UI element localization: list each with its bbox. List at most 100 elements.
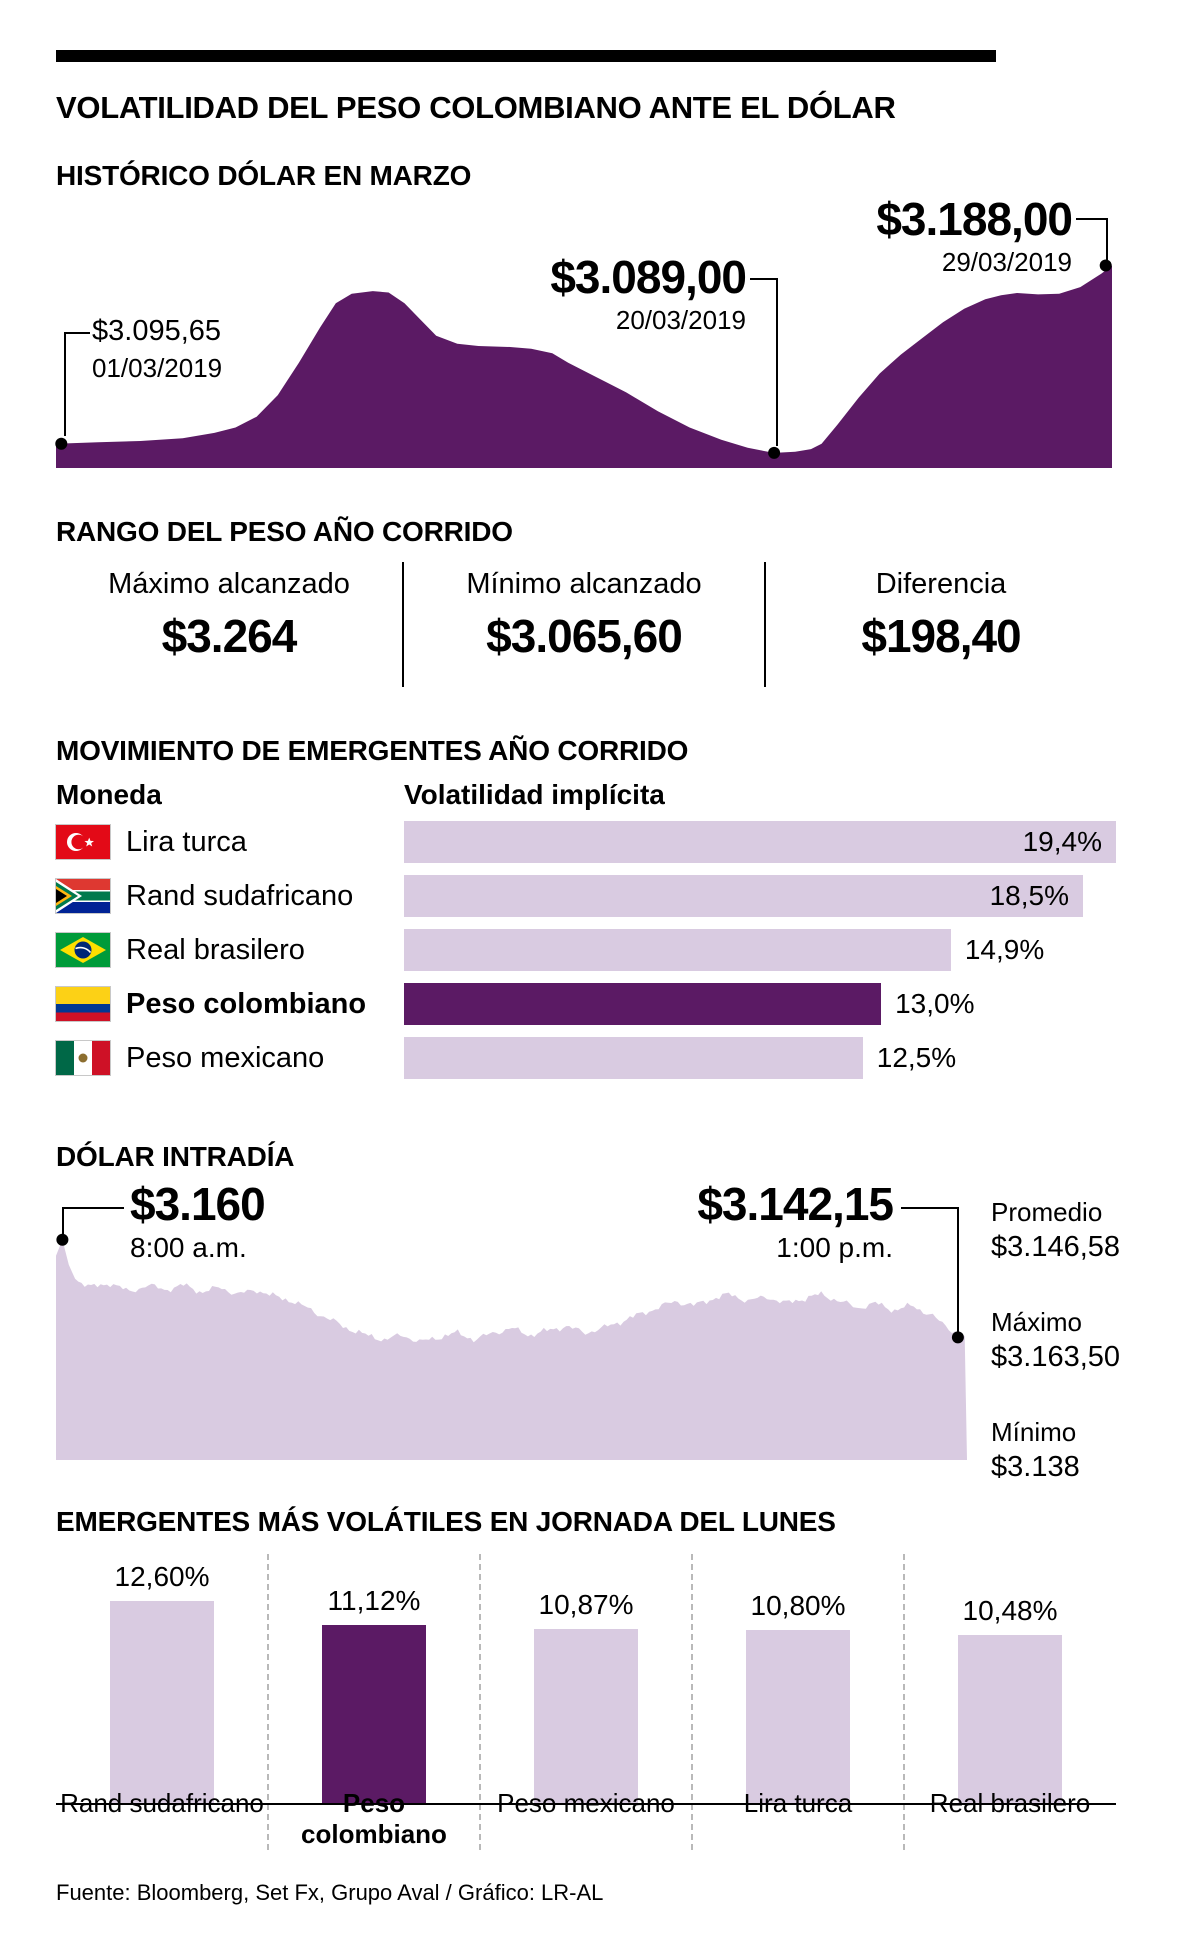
axis-baseline	[56, 1803, 1116, 1805]
bar-value-label: 10,87%	[538, 1589, 634, 1620]
annotation-time: 8:00 a.m.	[130, 1232, 247, 1263]
rango-label: Diferencia	[875, 568, 1007, 600]
data-point-dot	[768, 446, 781, 459]
historico-area-chart: $3.095,65 01/03/2019 $3.089,00 20/03/201…	[55, 193, 1116, 468]
movimiento-bar-chart: Lira turca 19,4%	[55, 815, 1130, 1085]
connector-line	[1076, 218, 1108, 220]
divider-line	[402, 562, 404, 687]
volatility-bar	[404, 875, 1083, 917]
bar-row-lira-turca: Lira turca 19,4%	[55, 815, 1130, 869]
connector-line	[1106, 218, 1108, 260]
data-point-dot	[56, 1233, 69, 1246]
dashed-separator	[903, 1554, 905, 1850]
jornada-heading: EMERGENTES MÁS VOLÁTILES EN JORNADA DEL …	[56, 1506, 836, 1537]
annotation-value: $3.089,00	[550, 251, 747, 303]
stat-promedio: Promedio $3.146,58	[991, 1197, 1120, 1265]
connector-line	[62, 1207, 124, 1209]
divider-line	[764, 562, 766, 687]
stat-maximo: Máximo $3.163,50	[991, 1307, 1120, 1375]
bar-row-peso-mexicano: Peso mexicano 12,5%	[55, 1031, 1130, 1085]
col-header-moneda: Moneda	[56, 779, 162, 810]
stat-label: Máximo	[991, 1306, 1083, 1337]
bar-value-label: 18,5%	[989, 880, 1069, 911]
currency-label: Real brasilero	[126, 933, 305, 966]
connector-line	[62, 1207, 64, 1237]
row-label-group: Peso colombiano	[55, 986, 404, 1022]
flag-brazil-icon	[55, 932, 111, 968]
volatility-bar	[404, 821, 1116, 863]
rango-maximo: Máximo alcanzado $3.264	[56, 562, 402, 687]
annotation-date: 20/03/2019	[615, 305, 746, 335]
volatility-bar	[404, 983, 882, 1025]
flag-colombia-icon	[55, 986, 111, 1022]
currency-label: Peso colombiano	[126, 987, 367, 1020]
annotation-last-intradia: $3.142,15 1:00 p.m.	[697, 1181, 894, 1264]
bar-track: 12,5%	[404, 1037, 1116, 1079]
row-label-group: Real brasilero	[55, 932, 404, 968]
page-title: VOLATILIDAD DEL PESO COLOMBIANO ANTE EL …	[56, 90, 896, 125]
stat-label: Promedio	[991, 1197, 1103, 1227]
bar-value-label: 14,9%	[964, 934, 1045, 965]
connector-line	[64, 332, 66, 436]
connector-line	[776, 278, 778, 446]
bar-track: 18,5%	[404, 875, 1116, 917]
annotation-date: 29/03/2019	[941, 247, 1072, 277]
volatility-bar	[404, 1037, 863, 1079]
stat-value: $3.163,50	[991, 1341, 1121, 1374]
category-label: Rand sudafricano	[60, 1788, 264, 1818]
annotation-time: 1:00 p.m.	[776, 1232, 893, 1263]
category-label: Peso colombiano	[301, 1788, 447, 1849]
connector-line	[901, 1207, 959, 1209]
connector-line	[750, 278, 778, 280]
flag-south-africa-icon	[55, 878, 111, 914]
bar-row-rand-sudafricano: Rand sudafricano 18,5%	[55, 869, 1130, 923]
row-label-group: Lira turca	[55, 824, 404, 860]
intradia-area-svg	[56, 1233, 967, 1460]
stat-label: Mínimo	[991, 1416, 1077, 1447]
intradia-area-chart: $3.160 8:00 a.m. $3.142,15 1:00 p.m. Pro…	[56, 1178, 1176, 1483]
flag-turkey-icon	[55, 824, 111, 860]
category-label: Peso mexicano	[497, 1788, 675, 1818]
flag-mexico-icon	[55, 1040, 111, 1076]
dashed-separator	[267, 1554, 269, 1850]
bar-value-label: 12,60%	[114, 1561, 210, 1592]
dashed-separator	[479, 1554, 481, 1850]
currency-label: Peso mexicano	[126, 1041, 325, 1074]
intradia-heading: DÓLAR INTRADÍA	[56, 1141, 295, 1172]
area-series	[56, 1239, 967, 1460]
annotation-value: $3.188,00	[876, 193, 1073, 245]
annotation-open-intradia: $3.160 8:00 a.m.	[130, 1178, 266, 1264]
currency-label: Rand sudafricano	[126, 879, 354, 912]
intradia-stats: Promedio $3.146,58 Máximo $3.163,50 Míni…	[991, 1197, 1120, 1527]
volatility-bar	[746, 1630, 850, 1803]
annotation-date: 01/03/2019	[92, 352, 223, 383]
data-point-dot	[951, 1331, 964, 1344]
volatility-bar	[534, 1629, 638, 1803]
annotation-mid-march: $3.089,00 20/03/2019	[550, 251, 747, 335]
rango-minimo: Mínimo alcanzado $3.065,60	[404, 562, 764, 687]
category-label: Real brasilero	[929, 1788, 1091, 1818]
vbar-lira-turca: 10,80%	[692, 1590, 904, 1803]
dashed-separator	[691, 1554, 693, 1850]
rango-row: Máximo alcanzado $3.264 Mínimo alcanzado…	[56, 562, 1130, 687]
bar-value-label: 10,80%	[750, 1590, 846, 1621]
row-label-group: Peso mexicano	[55, 1040, 404, 1076]
stat-value: $3.146,58	[991, 1231, 1121, 1264]
vbar-rand-sudafricano: 12,60%	[56, 1561, 268, 1803]
annotation-value: $3.160	[130, 1178, 266, 1230]
source-credit: Fuente: Bloomberg, Set Fx, Grupo Aval / …	[56, 1880, 604, 1905]
bar-value-label: 12,5%	[876, 1042, 957, 1073]
volatility-bar	[404, 929, 951, 971]
historico-area-svg	[55, 259, 1112, 468]
jornada-bar-chart: 12,60% 11,12% 10,87% 10,80% 10,48% Rand …	[56, 1548, 1116, 1850]
jornada-category-labels: Rand sudafricano Peso colombiano Peso me…	[56, 1776, 1116, 1850]
row-label-group: Rand sudafricano	[55, 878, 404, 914]
bar-track: 19,4%	[404, 821, 1116, 863]
connector-line	[64, 332, 90, 334]
stat-minimo: Mínimo $3.138	[991, 1417, 1120, 1485]
rango-diferencia: Diferencia $198,40	[766, 562, 1116, 687]
infographic-page: VOLATILIDAD DEL PESO COLOMBIANO ANTE EL …	[55, 0, 1130, 1906]
rango-label: Máximo alcanzado	[108, 568, 350, 600]
bar-value-label: 13,0%	[895, 988, 975, 1019]
volatility-bar	[958, 1635, 1062, 1803]
